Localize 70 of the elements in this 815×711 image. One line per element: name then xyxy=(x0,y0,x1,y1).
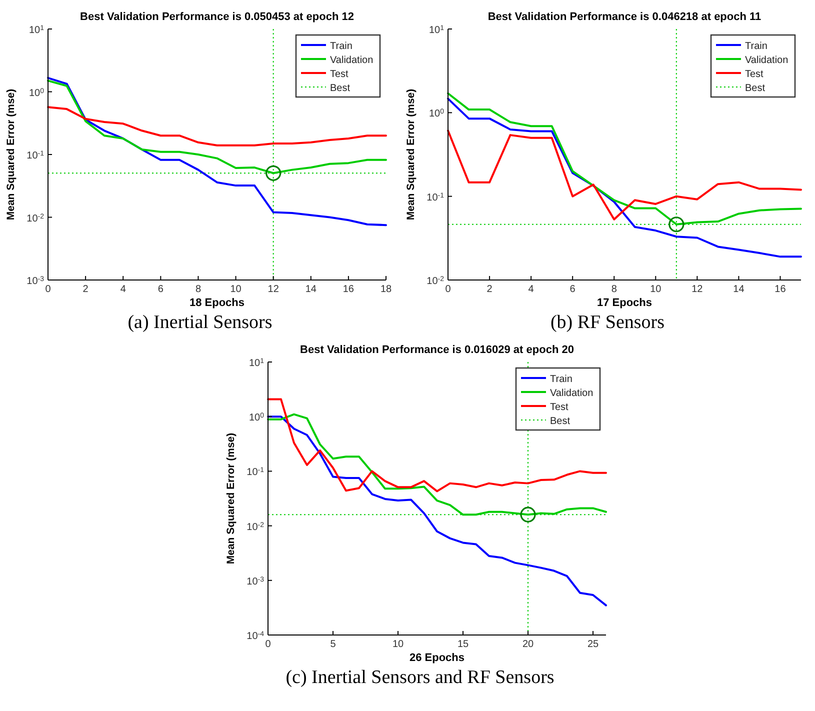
x-tick-label: 14 xyxy=(733,284,745,295)
line-series xyxy=(267,398,607,492)
y-tick-label: 10$^{-2}$ xyxy=(246,521,264,533)
y-tick-label: 10$^{1}$ xyxy=(28,24,44,36)
legend-label: Best xyxy=(745,83,766,94)
x-tick-label: 4 xyxy=(120,284,126,295)
line-series xyxy=(447,130,802,220)
legend-label: Best xyxy=(330,83,350,94)
legend-label: Train xyxy=(330,41,352,52)
y-tick-label: 10$^{0}$ xyxy=(428,108,444,120)
x-tick-label: 5 xyxy=(330,639,336,650)
y-axis-title: Mean Squared Error (mse) xyxy=(225,432,237,564)
line-series xyxy=(47,76,387,226)
legend-label: Validation xyxy=(330,55,374,66)
line-series xyxy=(267,416,607,606)
chart-title: Best Validation Performance is 0.046218 at epoch 11 xyxy=(488,11,762,23)
x-tick-label: 16 xyxy=(774,284,786,295)
legend-label: Validation xyxy=(550,388,594,399)
y-tick-label: 10$^{-2}$ xyxy=(26,212,44,224)
x-tick-label: 0 xyxy=(45,284,52,295)
y-axis-title: Mean Squared Error (mse) xyxy=(405,88,417,220)
x-tick-label: 2 xyxy=(82,284,89,295)
y-tick-label: 10$^{-3}$ xyxy=(26,276,44,287)
x-tick-label: 14 xyxy=(305,284,317,295)
x-tick-label: 0 xyxy=(445,284,452,295)
y-tick-label: 10$^{-1}$ xyxy=(426,192,444,204)
legend-label: Validation xyxy=(745,55,788,66)
x-tick-label: 10 xyxy=(230,284,242,295)
legend-label: Test xyxy=(550,402,569,413)
line-series xyxy=(47,106,387,146)
y-tick-label: 10$^{0}$ xyxy=(28,87,44,99)
y-tick-label: 10$^{-2}$ xyxy=(426,276,444,287)
x-tick-label: 15 xyxy=(457,639,469,650)
y-tick-label: 10$^{-4}$ xyxy=(246,630,264,642)
y-tick-label: 10$^{-1}$ xyxy=(26,150,44,162)
y-tick-label: 10$^{-1}$ xyxy=(246,466,264,478)
x-tick-label: 8 xyxy=(611,284,618,295)
legend-label: Test xyxy=(330,69,349,80)
x-tick-label: 4 xyxy=(528,284,534,295)
chart-title: Best Validation Performance is 0.016029 at epoch 20 xyxy=(300,344,574,356)
x-tick-label: 16 xyxy=(342,284,354,295)
x-tick-label: 2 xyxy=(486,284,493,295)
text: (c) Inertial Sensors and RF Sensors xyxy=(286,667,554,688)
x-tick-label: 0 xyxy=(265,639,272,650)
x-axis-title: 17 Epochs xyxy=(596,297,652,309)
y-tick-label: 10$^{0}$ xyxy=(248,412,264,424)
x-tick-label: 6 xyxy=(570,284,576,295)
x-axis-title: 18 Epochs xyxy=(189,297,245,309)
y-axis-title: Mean Squared Error (mse) xyxy=(5,88,17,220)
x-tick-label: 10 xyxy=(650,284,662,295)
x-tick-label: 10 xyxy=(392,639,404,650)
x-tick-label: 6 xyxy=(158,284,164,295)
x-axis-title: 26 Epochs xyxy=(409,652,465,664)
chart-title: Best Validation Performance is 0.050453 at epoch 12 xyxy=(80,11,354,23)
legend-label: Train xyxy=(745,41,768,52)
line-series xyxy=(447,98,802,258)
text: (a) Inertial Sensors xyxy=(128,312,272,333)
y-tick-label: 10$^{1}$ xyxy=(428,24,444,36)
x-tick-label: 18 xyxy=(380,284,392,295)
text: (b) RF Sensors xyxy=(550,312,665,333)
x-tick-label: 20 xyxy=(522,639,534,650)
x-tick-label: 12 xyxy=(692,284,704,295)
legend-label: Test xyxy=(745,69,764,80)
x-tick-label: 8 xyxy=(195,284,202,295)
legend-label: Train xyxy=(550,374,572,385)
x-tick-label: 12 xyxy=(268,284,280,295)
y-tick-label: 10$^{-3}$ xyxy=(246,576,264,588)
y-tick-label: 10$^{1}$ xyxy=(248,358,264,369)
legend-label: Best xyxy=(550,416,570,427)
x-tick-label: 25 xyxy=(587,639,599,650)
